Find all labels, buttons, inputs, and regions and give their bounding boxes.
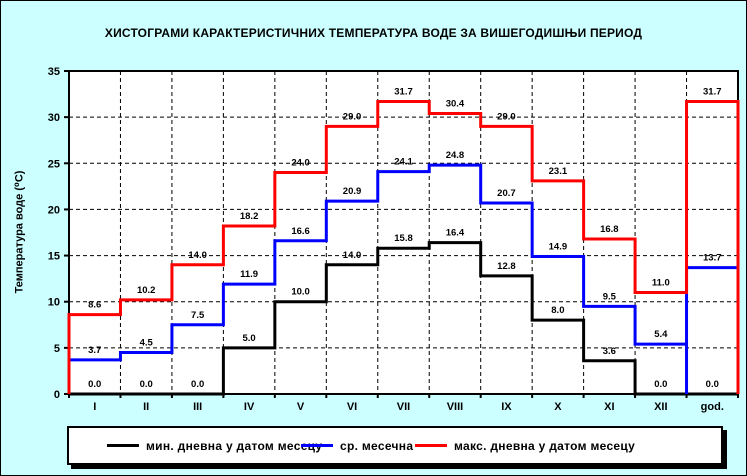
- svg-text:13.7: 13.7: [703, 253, 722, 264]
- svg-text:X: X: [554, 401, 562, 413]
- svg-text:15: 15: [48, 251, 60, 263]
- max-daily-line-swatch: [415, 444, 447, 447]
- svg-text:4.5: 4.5: [140, 337, 154, 348]
- svg-text:III: III: [193, 401, 202, 413]
- series-min-daily-line: [69, 241, 738, 396]
- svg-text:VIII: VIII: [447, 401, 464, 413]
- svg-text:24.8: 24.8: [446, 150, 465, 161]
- svg-text:3.7: 3.7: [88, 345, 101, 356]
- svg-text:XI: XI: [604, 401, 614, 413]
- svg-text:31.7: 31.7: [703, 86, 722, 97]
- svg-text:30.4: 30.4: [446, 98, 465, 109]
- svg-text:I: I: [93, 401, 96, 413]
- plot-background: [69, 71, 738, 394]
- min-daily-line-swatch: [107, 444, 139, 447]
- svg-text:0: 0: [54, 389, 60, 401]
- svg-text:18.2: 18.2: [240, 211, 259, 222]
- svg-text:20: 20: [48, 204, 60, 216]
- svg-text:12.8: 12.8: [497, 261, 516, 272]
- monthly-mean-line-swatch: [301, 444, 333, 447]
- svg-text:5: 5: [54, 343, 60, 355]
- series-monthly-mean-line: [67, 163, 740, 394]
- svg-text:IX: IX: [501, 401, 512, 413]
- svg-text:V: V: [297, 401, 305, 413]
- svg-text:11.9: 11.9: [240, 269, 258, 280]
- svg-text:29.0: 29.0: [343, 111, 362, 122]
- svg-text:0.0: 0.0: [706, 379, 719, 390]
- svg-text:10: 10: [48, 297, 60, 309]
- legend-label-max-daily: макс. дневна у датом месецу: [454, 438, 636, 453]
- svg-text:0.0: 0.0: [88, 379, 101, 390]
- svg-text:7.5: 7.5: [191, 310, 205, 321]
- svg-text:IV: IV: [244, 401, 255, 413]
- svg-text:16.6: 16.6: [291, 226, 310, 237]
- svg-text:9.5: 9.5: [603, 291, 617, 302]
- svg-text:16.4: 16.4: [446, 228, 465, 239]
- svg-text:0.0: 0.0: [191, 379, 204, 390]
- legend-item-max-daily: макс. дневна у датом месецу: [415, 428, 635, 463]
- svg-text:15.8: 15.8: [394, 233, 413, 244]
- svg-text:VI: VI: [347, 401, 357, 413]
- svg-text:24.1: 24.1: [394, 157, 413, 168]
- svg-text:10.0: 10.0: [291, 287, 310, 298]
- svg-text:24.0: 24.0: [291, 158, 310, 169]
- svg-text:14.9: 14.9: [549, 241, 568, 252]
- svg-text:14.0: 14.0: [343, 250, 362, 261]
- svg-text:20.7: 20.7: [497, 188, 516, 199]
- legend-label-monthly-mean: ср. месечна: [340, 438, 414, 453]
- svg-text:10.2: 10.2: [137, 285, 156, 296]
- series-max-daily-line: [67, 99, 740, 394]
- svg-text:3.6: 3.6: [603, 346, 616, 357]
- x-axis-labels: I II III IV V VI VII VIII IX X XI XII god.: [93, 401, 724, 413]
- svg-text:11.0: 11.0: [652, 277, 670, 288]
- value-labels: 0.0 0.0 0.0 5.0 10.0 14.0 15.8 16.4 12.8 8.0 3.6 0.…: [88, 86, 721, 390]
- svg-text:14.0: 14.0: [188, 250, 207, 261]
- svg-text:31.7: 31.7: [394, 86, 413, 97]
- svg-text:5.4: 5.4: [654, 329, 668, 340]
- svg-text:5.0: 5.0: [243, 333, 256, 344]
- legend-label-min-daily: мин. дневна у датом месецу: [146, 438, 323, 453]
- svg-text:25: 25: [48, 158, 60, 170]
- svg-text:0.0: 0.0: [140, 379, 153, 390]
- svg-text:VII: VII: [397, 401, 410, 413]
- svg-text:II: II: [143, 401, 149, 413]
- svg-text:20.9: 20.9: [343, 186, 362, 197]
- chart-legend: мин. дневна у датом месецу ср. месечна м…: [67, 426, 723, 465]
- svg-text:23.1: 23.1: [549, 166, 568, 177]
- svg-text:35: 35: [48, 66, 60, 78]
- svg-text:0.0: 0.0: [654, 379, 667, 390]
- y-axis-tick-labels: 0 5 10 15 20 25 30 35: [48, 66, 60, 401]
- svg-text:30: 30: [48, 112, 60, 124]
- svg-text:8.6: 8.6: [88, 300, 101, 311]
- svg-text:16.8: 16.8: [600, 224, 619, 235]
- svg-text:8.0: 8.0: [551, 305, 564, 316]
- legend-item-monthly-mean: ср. месечна: [301, 428, 413, 463]
- legend-item-min-daily: мин. дневна у датом месецу: [107, 428, 322, 463]
- svg-text:god.: god.: [701, 401, 724, 413]
- svg-text:XII: XII: [654, 401, 667, 413]
- svg-text:29.0: 29.0: [497, 111, 516, 122]
- chart-title: ХИСТОГРАМИ КАРАКТЕРИСТИЧНИХ ТЕМПЕРАТУРА …: [104, 26, 643, 40]
